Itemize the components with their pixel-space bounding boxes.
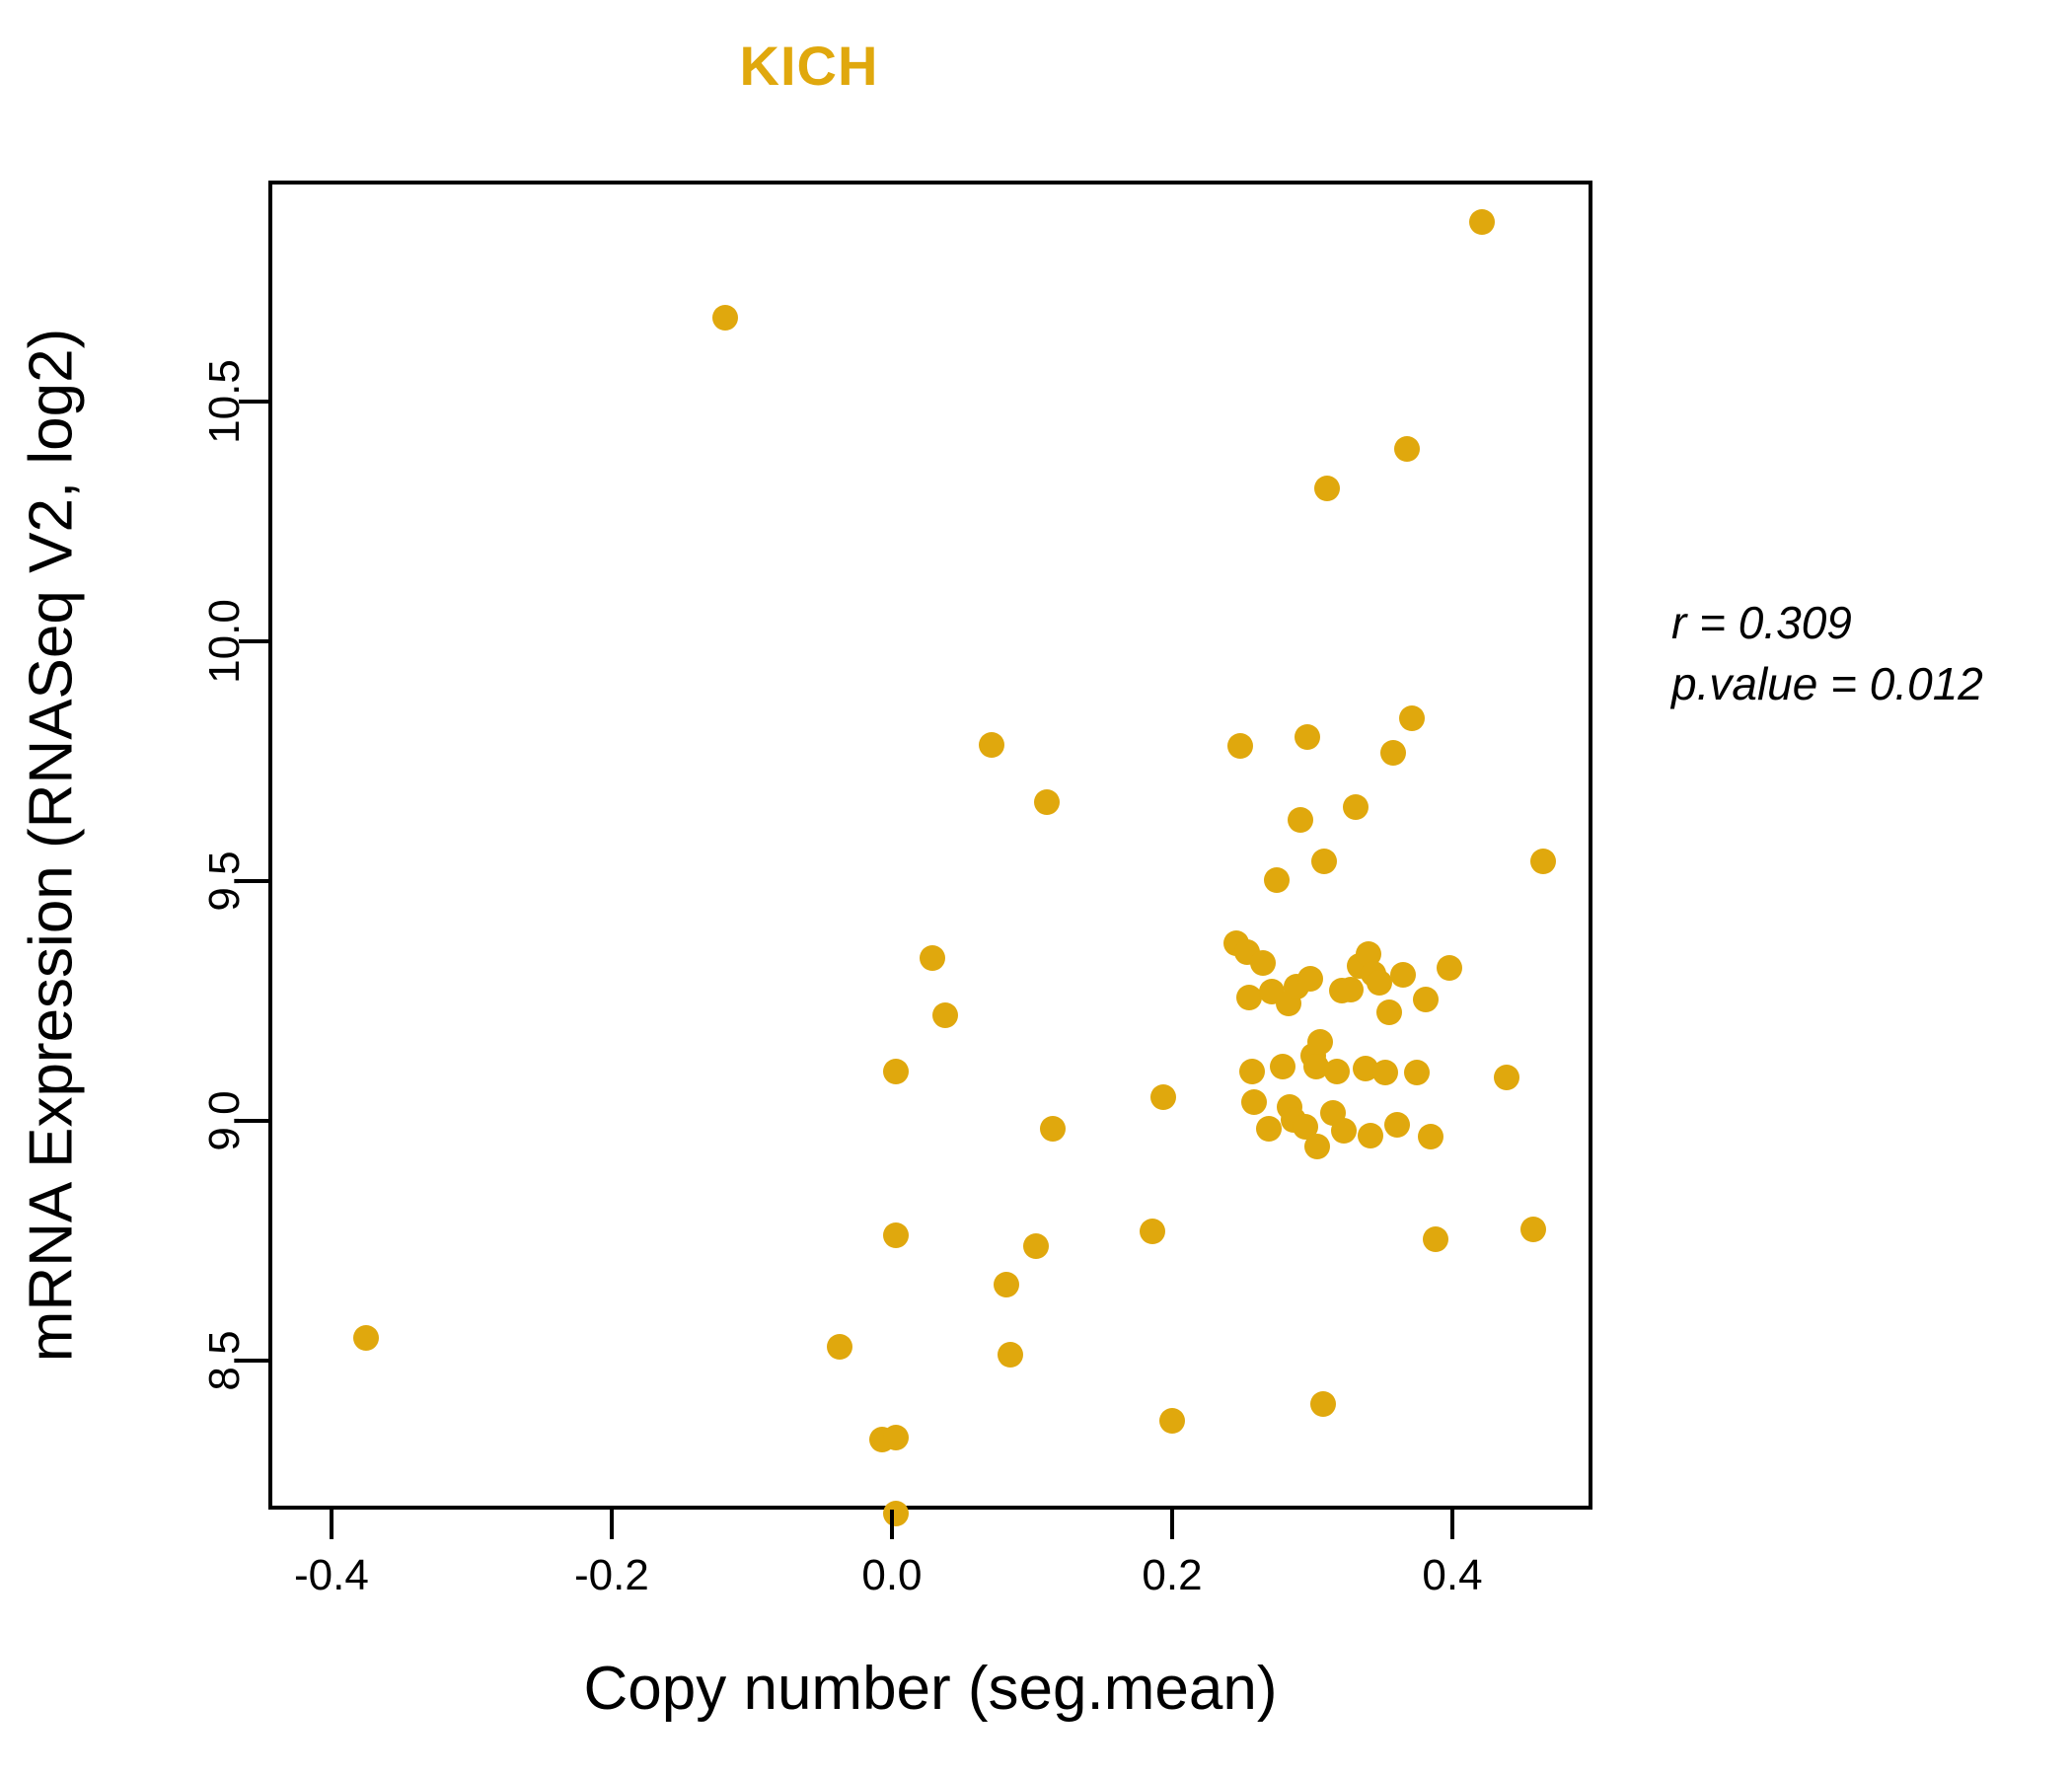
y-axis-tick bbox=[239, 1359, 268, 1364]
y-axis-label: mRNA Expression (RNASeq V2, log2) bbox=[17, 328, 86, 1363]
data-point bbox=[1227, 732, 1254, 759]
x-axis-tick bbox=[329, 1510, 333, 1539]
data-point bbox=[1384, 1111, 1411, 1138]
x-axis-tick bbox=[1169, 1510, 1174, 1539]
correlation-value: r = 0.309 bbox=[1671, 597, 1852, 648]
data-point bbox=[1375, 999, 1402, 1026]
data-point bbox=[1390, 962, 1417, 989]
data-point bbox=[1288, 806, 1314, 833]
data-point bbox=[1310, 1390, 1337, 1417]
data-point bbox=[1520, 1216, 1547, 1242]
y-axis-tick bbox=[239, 638, 268, 643]
data-point bbox=[1255, 1115, 1282, 1142]
data-point bbox=[1297, 965, 1324, 992]
data-point bbox=[1418, 1124, 1444, 1150]
x-axis-tick-label: 0.4 bbox=[1422, 1551, 1483, 1599]
y-axis-tick-label: 8.5 bbox=[200, 1330, 249, 1391]
y-axis-tick bbox=[239, 1119, 268, 1124]
data-point bbox=[1380, 740, 1407, 767]
data-point bbox=[931, 1002, 958, 1029]
data-point bbox=[1371, 1059, 1398, 1085]
data-point bbox=[1264, 866, 1291, 893]
data-point bbox=[882, 1058, 909, 1084]
data-point bbox=[1304, 1133, 1331, 1159]
y-axis-tick bbox=[239, 878, 268, 883]
data-point bbox=[827, 1334, 853, 1361]
data-point bbox=[998, 1342, 1024, 1369]
data-point bbox=[1158, 1408, 1185, 1435]
data-point bbox=[1394, 436, 1421, 463]
x-axis-tick bbox=[609, 1510, 614, 1539]
data-point bbox=[1139, 1218, 1165, 1244]
data-point bbox=[882, 1501, 909, 1527]
y-axis-tick-label: 9.5 bbox=[200, 851, 249, 912]
data-point bbox=[882, 1425, 909, 1451]
data-point bbox=[711, 304, 738, 331]
data-point bbox=[1150, 1084, 1177, 1111]
data-point bbox=[1241, 1088, 1268, 1115]
data-point bbox=[1235, 984, 1262, 1010]
data-point bbox=[1412, 987, 1439, 1013]
data-point bbox=[1366, 970, 1392, 997]
plot-frame bbox=[268, 181, 1592, 1527]
data-point bbox=[1238, 1059, 1265, 1085]
data-point bbox=[1269, 1053, 1295, 1079]
x-axis-tick-label: -0.4 bbox=[293, 1551, 369, 1599]
data-point bbox=[919, 945, 945, 972]
data-point bbox=[1331, 1117, 1358, 1144]
x-axis-tick bbox=[1449, 1510, 1454, 1539]
data-point bbox=[994, 1271, 1020, 1297]
data-point bbox=[1314, 475, 1341, 501]
data-point bbox=[1530, 849, 1557, 875]
y-axis-tick bbox=[239, 399, 268, 404]
data-point bbox=[1422, 1225, 1448, 1252]
data-point bbox=[1034, 788, 1061, 815]
pvalue-value: p.value = 0.012 bbox=[1671, 658, 1983, 710]
data-point bbox=[1494, 1065, 1520, 1091]
y-axis-tick-label: 10.5 bbox=[200, 358, 249, 444]
data-point bbox=[1250, 949, 1276, 976]
data-point bbox=[1324, 1059, 1351, 1085]
data-point bbox=[1358, 1122, 1384, 1148]
data-point bbox=[1022, 1232, 1049, 1259]
data-point bbox=[882, 1221, 909, 1248]
data-point bbox=[1295, 724, 1321, 751]
data-point bbox=[1436, 955, 1462, 982]
data-point bbox=[1039, 1116, 1066, 1142]
data-point bbox=[1468, 208, 1495, 235]
data-point bbox=[1338, 977, 1365, 1003]
data-point bbox=[978, 731, 1004, 758]
data-point bbox=[1398, 704, 1425, 731]
stats-annotation: r = 0.309 p.value = 0.012 bbox=[1671, 592, 1983, 714]
data-point bbox=[1404, 1059, 1431, 1085]
x-axis-tick-label: 0.0 bbox=[861, 1551, 923, 1599]
x-axis-tick-label: -0.2 bbox=[574, 1551, 649, 1599]
data-point bbox=[1307, 1029, 1334, 1056]
y-axis-tick-label: 9.0 bbox=[200, 1090, 249, 1151]
page-title: KICH bbox=[739, 35, 879, 97]
scatter-plot-area bbox=[272, 185, 1589, 1527]
x-axis-tick bbox=[889, 1510, 894, 1539]
x-axis-tick-label: 0.2 bbox=[1142, 1551, 1203, 1599]
data-point bbox=[1311, 849, 1338, 875]
x-axis-label: Copy number (seg.mean) bbox=[583, 1655, 1278, 1723]
data-point bbox=[1342, 794, 1369, 821]
y-axis-tick-label: 10.0 bbox=[200, 599, 249, 684]
data-point bbox=[353, 1325, 380, 1352]
